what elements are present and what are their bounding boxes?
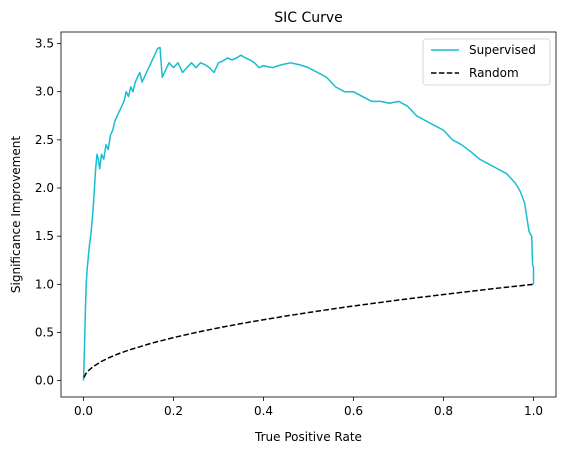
y-tick-label: 0.0 [35,374,54,388]
y-tick-label: 2.5 [35,133,54,147]
x-tick-label: 0.0 [74,404,93,418]
legend-label-supervised: Supervised [469,43,536,57]
x-axis: 0.0 0.2 0.4 0.6 0.8 1.0 [74,397,543,418]
y-tick-label: 3.0 [35,85,54,99]
y-axis-label: Significance Improvement [9,136,23,293]
x-tick-label: 1.0 [524,404,543,418]
y-tick-label: 3.5 [35,37,54,51]
y-axis: 0.0 0.5 1.0 1.5 2.0 2.5 3.0 3.5 [35,37,61,388]
chart-title: SIC Curve [274,10,343,26]
x-tick-label: 0.6 [344,404,363,418]
plot-area [82,46,535,381]
x-tick-label: 0.4 [254,404,273,418]
y-tick-label: 1.0 [35,277,54,291]
x-axis-label: True Positive Rate [254,430,362,444]
x-tick-label: 0.8 [434,404,453,418]
y-tick-label: 1.5 [35,229,54,243]
legend-label-random: Random [469,66,519,80]
series-line-supervised [82,46,535,381]
legend: Supervised Random [422,38,551,86]
y-tick-label: 0.5 [35,325,54,339]
x-tick-label: 0.2 [164,404,183,418]
series-line-random [83,283,534,378]
axes-frame [60,31,557,398]
y-tick-label: 2.0 [35,181,54,195]
